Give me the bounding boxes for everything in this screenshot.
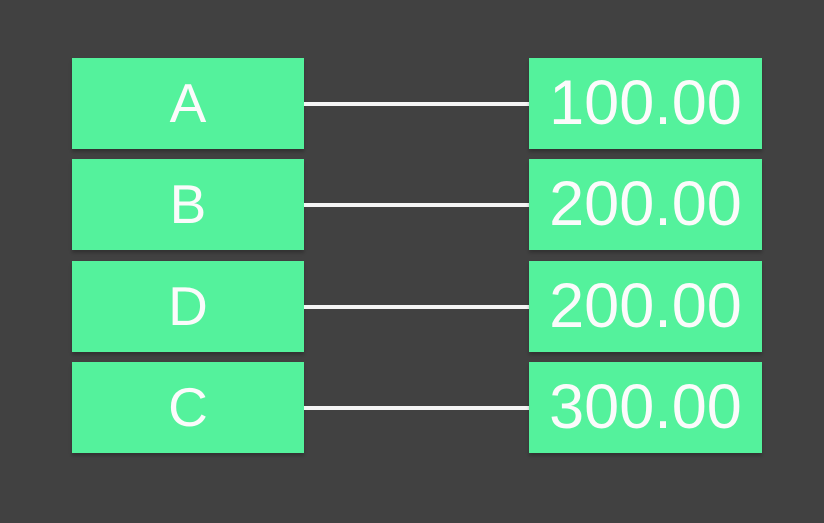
node-left[interactable]: B xyxy=(72,159,304,250)
edge-line xyxy=(304,304,529,309)
edge-line xyxy=(304,202,529,207)
node-right[interactable]: 200.00 xyxy=(529,159,762,250)
node-label: A xyxy=(169,72,207,134)
graph-row: A 100.00 xyxy=(0,58,824,149)
edge-line xyxy=(304,405,529,410)
graph-row: C 300.00 xyxy=(0,362,824,453)
node-label: B xyxy=(169,173,207,235)
graph-row: B 200.00 xyxy=(0,159,824,250)
node-right[interactable]: 300.00 xyxy=(529,362,762,453)
node-left[interactable]: D xyxy=(72,261,304,352)
edge-line xyxy=(304,101,529,106)
node-label: C xyxy=(168,376,208,438)
node-left[interactable]: C xyxy=(72,362,304,453)
node-left[interactable]: A xyxy=(72,58,304,149)
node-value: 200.00 xyxy=(549,271,742,341)
node-value: 200.00 xyxy=(549,169,742,239)
graph-row: D 200.00 xyxy=(0,261,824,352)
node-right[interactable]: 200.00 xyxy=(529,261,762,352)
node-value: 300.00 xyxy=(549,372,742,442)
node-right[interactable]: 100.00 xyxy=(529,58,762,149)
node-label: D xyxy=(168,275,208,337)
node-value: 100.00 xyxy=(549,68,742,138)
